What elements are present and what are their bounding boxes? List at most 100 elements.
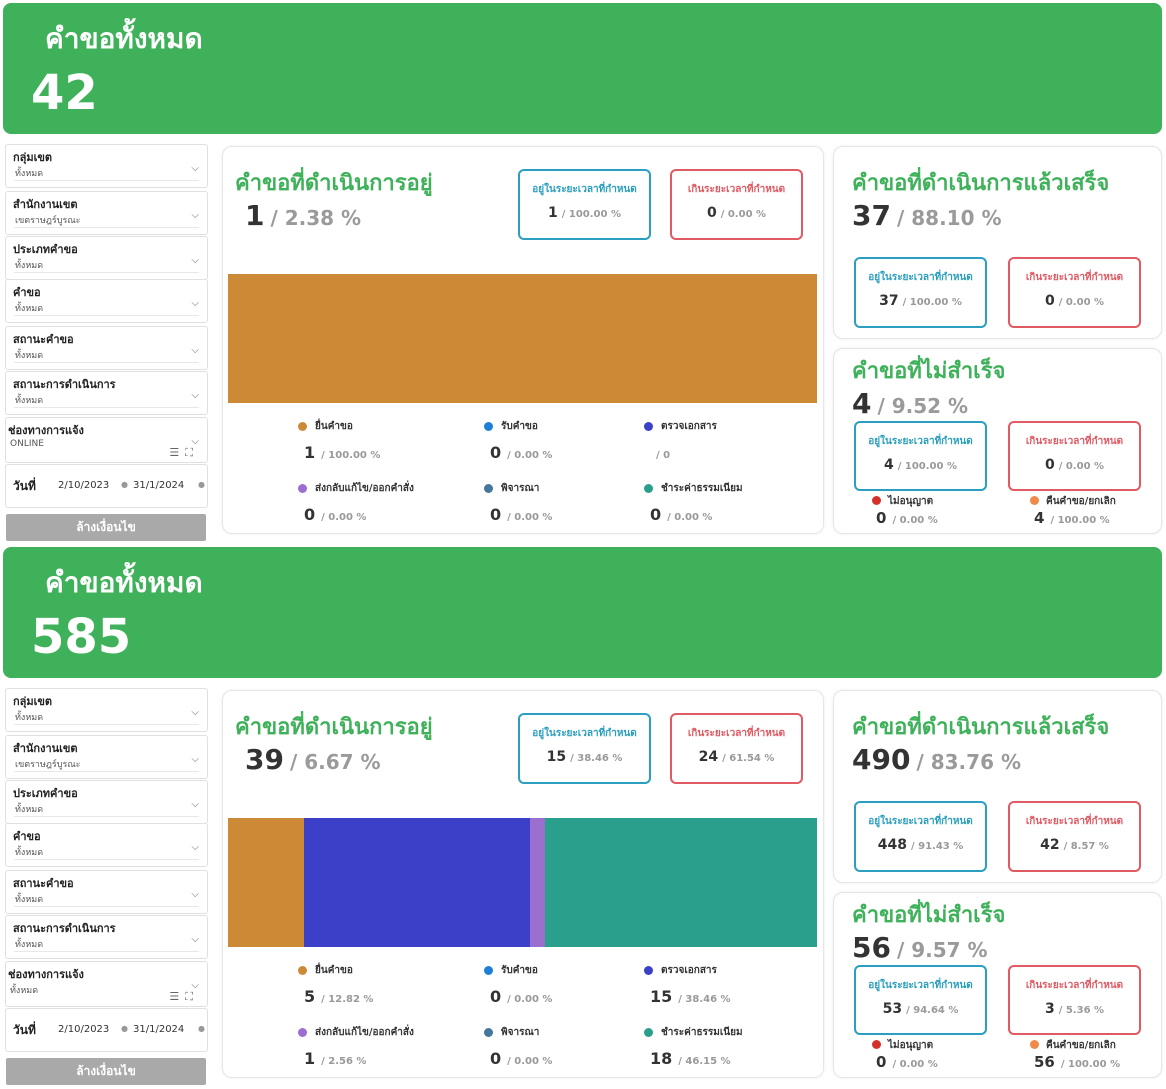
chevron-down-icon[interactable]: ⌵ [191,799,199,810]
stage-stacked-bar[interactable] [228,818,817,947]
banner-value: 585 [31,609,132,665]
count-value: 0 [876,1053,887,1071]
legend-dot [644,966,653,975]
chevron-down-icon[interactable]: ⌵ [191,842,199,853]
bar-segment-submit[interactable] [228,274,817,403]
expand-icon[interactable]: ⛶ [185,990,199,1003]
legend-dot [1030,496,1039,505]
over-time-label: เกินระยะเวลาที่กำหนด [687,728,786,739]
date-label: วันที่ [13,1023,36,1037]
calendar-dot-icon[interactable]: ● [198,1024,205,1033]
percent-value: / 38.46 % [678,994,731,1005]
bar-segment-return[interactable] [530,818,546,947]
percent-value: / 38.46 % [570,753,623,764]
filter-underline [14,362,199,363]
filter-request[interactable]: คำขอ ทั้งหมด ⌵ [5,279,208,323]
chevron-down-icon[interactable]: ⌵ [191,345,199,356]
bar-segment-verify[interactable] [303,818,531,947]
legend-name: ยื่นคำขอ [315,965,353,976]
over-time-value: 42/ 8.57 % [1010,837,1139,853]
chevron-down-icon[interactable]: ⌵ [191,436,199,447]
completed-title: คำขอที่ดำเนินการแล้วเสร็จ [852,171,1110,196]
filter-value: ONLINE [10,439,44,449]
chevron-down-icon[interactable]: ⌵ [191,889,199,900]
chevron-down-icon[interactable]: ⌵ [191,980,199,991]
count-value: 15 [546,749,567,765]
over-time-value: 0/ 0.00 % [1010,293,1139,309]
within-time-value: 4/ 100.00 % [856,457,985,473]
chevron-down-icon[interactable]: ⌵ [191,210,199,221]
filter-lines-icon[interactable]: ☰ [169,446,186,459]
filter-request[interactable]: คำขอ ทั้งหมด ⌵ [5,823,208,867]
completed-count: 37/ 88.10 % [852,199,1002,232]
legend-value: 1 / 100.00 % [304,443,380,462]
calendar-dot-icon[interactable]: ● [198,480,205,489]
stage-stacked-bar[interactable] [228,274,817,403]
chevron-down-icon[interactable]: ⌵ [191,163,199,174]
chevron-down-icon[interactable]: ⌵ [191,255,199,266]
chevron-down-icon[interactable]: ⌵ [191,707,199,718]
percent-value: / 2.38 % [270,206,362,230]
count-value: 53 [882,1001,903,1017]
filter-process-status[interactable]: สถานะการดำเนินการ ทั้งหมด ⌵ [5,915,208,959]
legend-name: ชำระค่าธรรมเนียม [661,483,743,494]
in-progress-count: 1/ 2.38 % [245,199,361,232]
filter-district-office[interactable]: สำนักงานเขต เขตราษฎร์บูรณะ ⌵ [5,191,208,235]
banner-value: 42 [31,65,98,121]
calendar-dot-icon[interactable]: ● [121,480,128,489]
legend-name: ส่งกลับแก้ไข/ออกคำสั่ง [315,1027,414,1038]
filter-label: สถานะคำขอ [13,877,74,890]
chevron-down-icon[interactable]: ⌵ [191,754,199,765]
completed-count: 490/ 83.76 % [852,743,1021,776]
count-value: 1 [304,1049,316,1068]
failed-title: คำขอที่ไม่สำเร็จ [852,903,1006,928]
date-start-input[interactable]: 2/10/2023 [58,480,110,491]
count-value: 1 [245,199,265,232]
legend-name: รับคำขอ [501,965,538,976]
chevron-down-icon[interactable]: ⌵ [191,390,199,401]
date-end-input[interactable]: 31/1/2024 [133,1024,185,1035]
filter-underline [14,951,199,952]
clear-filters-button[interactable]: ล้างเงื่อนไข [6,1058,206,1085]
filter-value: เขตราษฎร์บูรณะ [15,216,81,226]
legend-name: ตรวจเอกสาร [661,965,717,976]
chevron-down-icon[interactable]: ⌵ [191,298,199,309]
in-progress-title: คำขอที่ดำเนินการอยู่ [235,171,433,196]
percent-value: / 88.10 % [896,206,1002,230]
bar-segment-submit[interactable] [228,818,304,947]
filter-request-type[interactable]: ประเภทคำขอ ทั้งหมด ⌵ [5,236,208,280]
count-value: 56 [852,931,891,964]
legend-name: ส่งกลับแก้ไข/ออกคำสั่ง [315,483,414,494]
filter-request-type[interactable]: ประเภทคำขอ ทั้งหมด ⌵ [5,780,208,824]
expand-icon[interactable]: ⛶ [185,446,199,459]
percent-value: / 46.15 % [678,1056,731,1067]
filter-process-status[interactable]: สถานะการดำเนินการ ทั้งหมด ⌵ [5,371,208,415]
filter-district-group[interactable]: กลุ่มเขต ทั้งหมด ⌵ [5,688,208,732]
calendar-dot-icon[interactable]: ● [121,1024,128,1033]
percent-value: / 9.52 % [877,394,969,418]
clear-filters-button[interactable]: ล้างเงื่อนไข [6,514,206,541]
legend-dot [872,496,881,505]
filter-request-status[interactable]: สถานะคำขอ ทั้งหมด ⌵ [5,326,208,370]
filter-label: คำขอ [13,286,41,299]
percent-value: / 100.00 % [1050,515,1110,526]
bar-segment-fee[interactable] [545,818,817,947]
count-value: 4 [1034,509,1045,527]
legend-name: พิจารณา [501,483,540,494]
filter-lines-icon[interactable]: ☰ [169,990,186,1003]
legend-value: 5 / 12.82 % [304,987,373,1006]
chevron-down-icon[interactable]: ⌵ [191,934,199,945]
over-time-value: 3/ 5.36 % [1010,1001,1139,1017]
date-end-input[interactable]: 31/1/2024 [133,480,185,491]
filter-channel[interactable]: ช่องทางการแจ้ง ONLINE ⌵ ☰⛶ [5,417,208,463]
percent-value: / 0.00 % [892,1059,938,1070]
count-value: 0 [490,987,502,1006]
filter-channel[interactable]: ช่องทางการแจ้ง ทั้งหมด ⌵ ☰⛶ [5,961,208,1007]
count-value: 37 [879,293,899,309]
filter-request-status[interactable]: สถานะคำขอ ทั้งหมด ⌵ [5,870,208,914]
percent-value: / 8.57 % [1063,841,1109,852]
date-start-input[interactable]: 2/10/2023 [58,1024,110,1035]
filter-district-office[interactable]: สำนักงานเขต เขตราษฎร์บูรณะ ⌵ [5,735,208,779]
filter-district-group[interactable]: กลุ่มเขต ทั้งหมด ⌵ [5,144,208,188]
within-time-label: อยู่ในระยะเวลาที่กำหนด [868,816,973,827]
